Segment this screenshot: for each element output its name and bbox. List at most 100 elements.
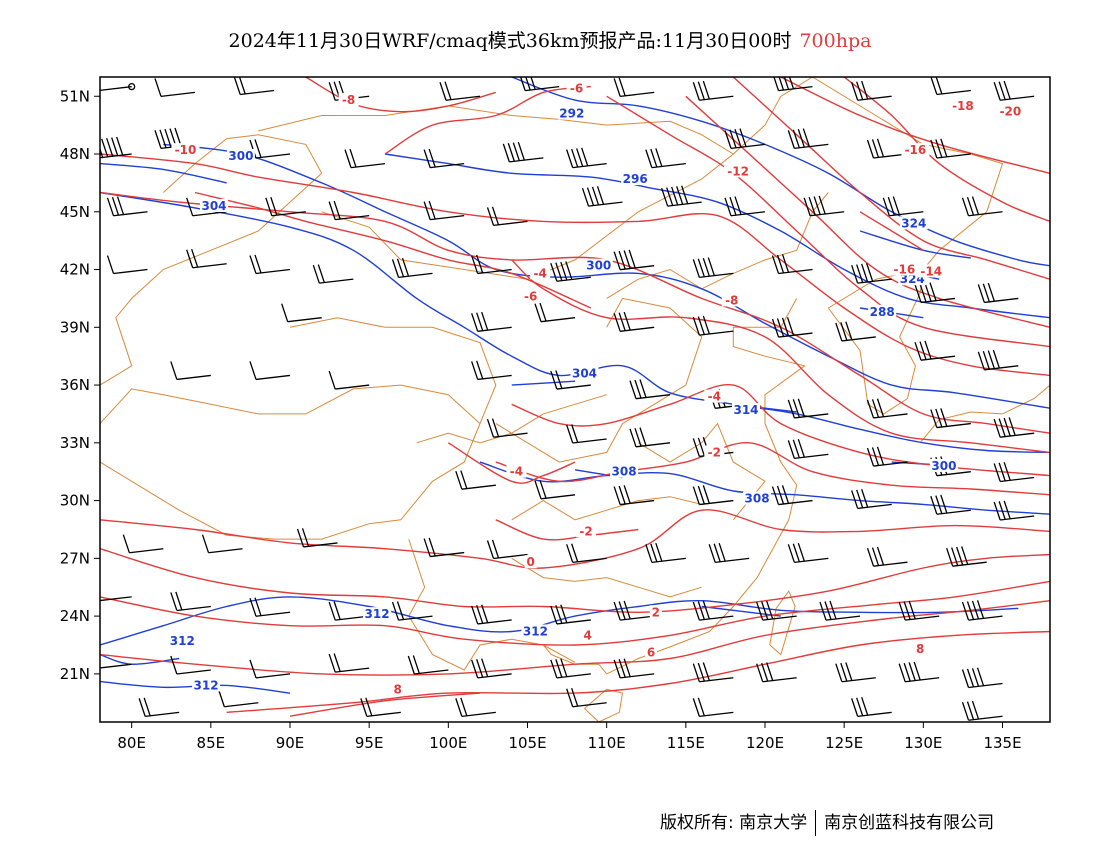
height-contour-292	[511, 77, 1050, 267]
lon-tick-label: 120E	[746, 734, 784, 752]
wind-barb	[486, 418, 528, 438]
wind-barb	[439, 81, 481, 101]
temperature-label-bg	[901, 143, 930, 157]
wind-barb	[819, 600, 861, 621]
lat-tick-label: 30N	[60, 492, 90, 510]
temperature-label: 8	[393, 682, 401, 696]
wind-barb	[550, 261, 591, 282]
wind-barb	[946, 546, 987, 567]
wind-barb	[835, 662, 876, 683]
wind-barb	[328, 370, 370, 390]
temperature-contour--4	[447, 442, 576, 484]
boundary-interior-1	[495, 297, 703, 463]
temperature-label-bg	[171, 143, 200, 157]
wind-barb	[692, 697, 734, 718]
temperature-label: 0	[526, 555, 534, 569]
temperature-label-bg	[914, 641, 927, 655]
wind-barb	[170, 591, 211, 612]
map-title: 2024年11月30日WRF/cmaq模式36km预报产品:11月30日00时 7…	[0, 26, 1100, 53]
wind-barb	[613, 658, 655, 679]
height-label: 312	[365, 607, 390, 621]
copyright-notice: 版权所有: 南京大学 南京创蓝科技有限公司	[660, 808, 994, 836]
temperature-label-bg	[704, 389, 725, 403]
wind-barb	[100, 82, 136, 92]
lat-tick-label: 51N	[60, 87, 90, 105]
temperature-contour--4	[194, 191, 592, 309]
temperature-label-bg	[721, 293, 742, 307]
temperature-label: -14	[920, 264, 942, 278]
height-label: 314	[733, 403, 758, 417]
wind-barb	[851, 489, 892, 510]
temperature-label-bg	[530, 266, 551, 280]
wind-barb	[201, 534, 243, 554]
temperature-contour--10	[100, 153, 1050, 377]
height-label: 324	[901, 216, 926, 230]
temperature-contours	[100, 77, 1050, 717]
temperature-label: -2	[708, 445, 721, 459]
temperature-contour--14	[685, 95, 1050, 328]
wind-barb	[613, 485, 655, 506]
wind-barb	[629, 427, 671, 448]
temperature-label-bg	[996, 104, 1025, 118]
wind-barb	[281, 303, 322, 323]
temperature-contour--2	[495, 442, 1050, 496]
map-axes: 80E 85E 90E 95E 100E 105E 110E 115E 120E 125E 130E…	[60, 87, 1022, 752]
height-label: 312	[523, 625, 548, 639]
wind-barb	[391, 601, 433, 621]
wind-barb	[407, 655, 449, 675]
wind-barb	[882, 196, 924, 217]
wind-barb	[613, 600, 655, 621]
height-label-bg	[621, 172, 650, 186]
wind-barb	[106, 196, 148, 217]
lon-tick-label: 95E	[355, 734, 384, 752]
height-label: 300	[586, 259, 611, 273]
wind-barb	[898, 600, 940, 621]
lat-tick-label: 39N	[60, 318, 90, 336]
lon-tick-label: 90E	[276, 734, 305, 752]
wind-barb	[100, 596, 132, 602]
height-label-bg	[584, 258, 613, 272]
wind-barb	[534, 302, 576, 323]
wind-barb	[566, 687, 607, 708]
temperature-contour--18	[843, 77, 1050, 223]
wind-barb	[249, 254, 291, 275]
wind-barb	[391, 257, 433, 279]
wind-barb	[296, 528, 338, 548]
temperature-contour-2	[100, 548, 1050, 614]
wind-barb	[233, 77, 275, 96]
boundary-korea-outline	[827, 269, 924, 415]
height-label-bg	[868, 304, 897, 318]
wind-barb	[930, 77, 971, 96]
temperature-label-bg	[506, 464, 527, 478]
wind-barb	[771, 485, 813, 506]
height-contour-300	[100, 162, 227, 184]
boundary-taiwan-outline	[769, 590, 796, 656]
lat-tick-label: 33N	[60, 434, 90, 452]
wind-barb	[423, 148, 465, 169]
height-label: 292	[559, 107, 584, 121]
lon-tick-label: 135E	[983, 734, 1021, 752]
height-label-bg	[929, 458, 958, 472]
wind-barb	[866, 446, 908, 467]
temperature-label: 8	[916, 642, 924, 656]
wind-barb	[787, 128, 829, 150]
wind-barb	[566, 147, 607, 169]
wind-barb	[249, 659, 291, 679]
temperature-contour--16	[732, 77, 1050, 280]
wind-barb	[787, 542, 829, 563]
wind-barb	[930, 138, 971, 159]
wind-barb	[122, 534, 164, 554]
wind-barb	[217, 688, 259, 708]
plot-frame	[99, 76, 1051, 723]
wind-barb	[138, 697, 180, 718]
copyright-owner: 版权所有: 南京大学	[660, 813, 808, 833]
boundary-interior-5	[606, 192, 829, 299]
wind-barb	[455, 697, 496, 718]
wind-barb	[249, 361, 291, 381]
wind-barb	[771, 254, 813, 275]
wind-barb	[613, 311, 655, 332]
contour-labels: 292 296 300 300 304 304 308 308 312 312 312 312 314 3…	[168, 81, 1025, 696]
temperature-label-bg	[338, 93, 359, 107]
boundary-yunnan-border	[408, 538, 576, 671]
temperature-contour-0	[100, 509, 1050, 569]
